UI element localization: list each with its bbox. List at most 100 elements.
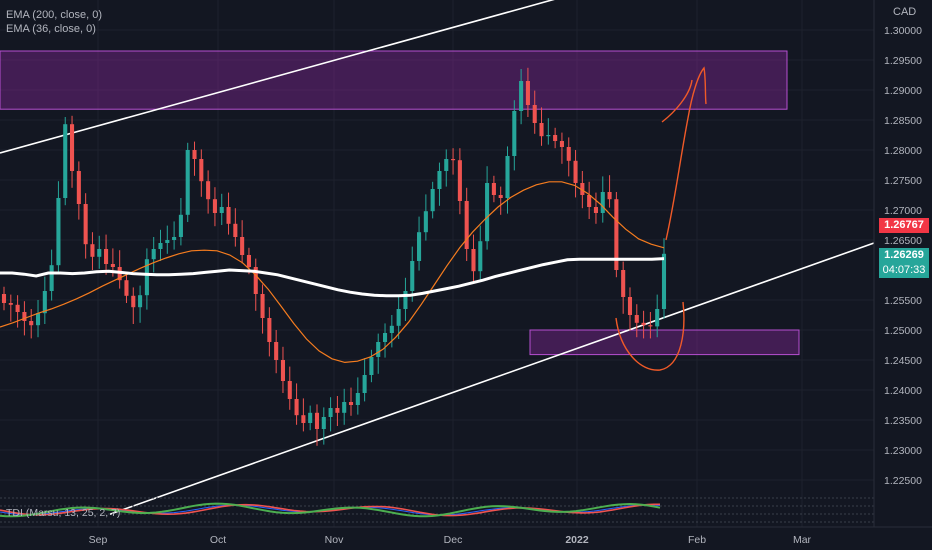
candle-body — [151, 249, 156, 260]
tdi-legend[interactable]: TDI (Marsu, 13, 25, 2, 7) — [6, 507, 121, 519]
currency-label: CAD — [893, 6, 917, 18]
candle-body — [301, 415, 306, 423]
price-scale: 1.30000 1.29500 1.29000 1.28500 1.28000 1.275… — [873, 0, 922, 527]
price-tick-label: 1.29000 — [884, 85, 922, 97]
candle-body — [627, 297, 633, 315]
candle-body — [110, 264, 115, 267]
price-tick-label: 1.29500 — [884, 55, 922, 67]
candle-body — [559, 141, 564, 147]
ema200-legend[interactable]: EMA (200, close, 0) — [6, 9, 102, 21]
candle-body — [485, 183, 490, 242]
hand-drawing — [615, 66, 707, 371]
candle-body — [199, 159, 204, 182]
candle-body — [70, 124, 75, 171]
candle-body — [83, 204, 88, 245]
candle-body — [512, 111, 517, 156]
candle-body — [212, 199, 217, 213]
candle-body — [355, 393, 360, 405]
candle-body — [22, 312, 27, 321]
candle-body — [15, 304, 20, 312]
ema200-line — [0, 257, 665, 298]
candle-body — [104, 249, 109, 264]
trend-channel — [0, 0, 875, 515]
candle-body — [580, 183, 585, 195]
candle-body — [519, 81, 524, 111]
indicator-legend: EMA (200, close, 0) EMA (36, close, 0) — [6, 8, 102, 36]
candle-body — [124, 280, 129, 296]
u-curve-drawing — [615, 301, 685, 371]
candle-body — [546, 135, 551, 137]
candle-body — [437, 171, 442, 189]
candle-body — [240, 237, 245, 255]
candle-body — [97, 249, 102, 257]
time-tick-label: Oct — [210, 534, 226, 546]
channel-upper-line — [0, 0, 555, 154]
candle-body — [423, 211, 428, 233]
tdi-pane — [0, 497, 874, 523]
candle-body — [607, 192, 612, 200]
arrow-up-drawing — [665, 66, 707, 241]
candle-body — [29, 321, 34, 326]
price-tick-label: 1.22500 — [884, 475, 922, 487]
candle-body — [648, 325, 653, 327]
candle-body — [185, 150, 190, 215]
high-price-tag: 1.26767 — [879, 218, 929, 233]
candle-body — [42, 291, 47, 314]
last-price-value: 1.26269 — [884, 249, 924, 261]
candle-body — [396, 309, 401, 326]
time-tick-label: 2022 — [565, 534, 589, 546]
candle-body — [246, 255, 251, 267]
arrow-head-drawing — [661, 79, 693, 123]
price-tick-label: 1.23000 — [884, 445, 922, 457]
candle-body — [389, 325, 394, 333]
candle-body — [498, 195, 503, 198]
candle-body — [553, 135, 558, 141]
candle-body — [478, 241, 483, 272]
candle-body — [369, 357, 374, 375]
candle-body — [417, 232, 422, 261]
candle-body — [342, 402, 347, 413]
price-tick-label: 1.25500 — [884, 295, 922, 307]
candle-body — [525, 81, 530, 105]
candle-body — [287, 381, 292, 399]
candle-body — [206, 181, 211, 200]
candle-body — [573, 160, 578, 183]
candle-body — [655, 309, 660, 327]
price-tick-label: 1.23500 — [884, 415, 922, 427]
time-axis: Sep Oct Nov Dec 2022 Feb Mar — [0, 526, 932, 546]
candle-body — [308, 412, 313, 423]
price-tick-label: 1.24500 — [884, 355, 922, 367]
candle-body — [593, 207, 598, 213]
price-tick-label: 1.28500 — [884, 115, 922, 127]
candle-body — [63, 124, 68, 198]
candle-body — [444, 159, 449, 171]
demand-zone — [529, 329, 800, 356]
candle-body — [49, 265, 54, 291]
price-tick-label: 1.27000 — [884, 205, 922, 217]
time-tick-label: Mar — [793, 534, 812, 546]
candle-body — [403, 291, 408, 309]
price-tick-label: 1.28000 — [884, 145, 922, 157]
candle-body — [274, 342, 279, 360]
candle-body — [226, 207, 231, 224]
candle-body — [192, 150, 197, 159]
candle-body — [641, 322, 646, 326]
ema36-line — [0, 181, 665, 364]
supply-zone — [0, 50, 788, 110]
countdown-value: 04:07:33 — [882, 264, 926, 276]
price-tick-label: 1.25000 — [884, 325, 922, 337]
candle-body — [233, 223, 238, 237]
time-tick-label: Dec — [444, 534, 463, 546]
ema-layer — [0, 181, 665, 364]
candle-body — [280, 360, 286, 381]
candle-body — [471, 249, 476, 272]
candle-body — [260, 294, 265, 318]
candles-layer — [1, 67, 667, 446]
ema36-legend[interactable]: EMA (36, close, 0) — [6, 23, 96, 35]
tdi-signal-line — [0, 503, 660, 517]
candle-body — [587, 195, 592, 207]
time-tick-label: Nov — [325, 534, 344, 546]
candle-body — [321, 417, 326, 429]
candle-body — [621, 270, 626, 297]
